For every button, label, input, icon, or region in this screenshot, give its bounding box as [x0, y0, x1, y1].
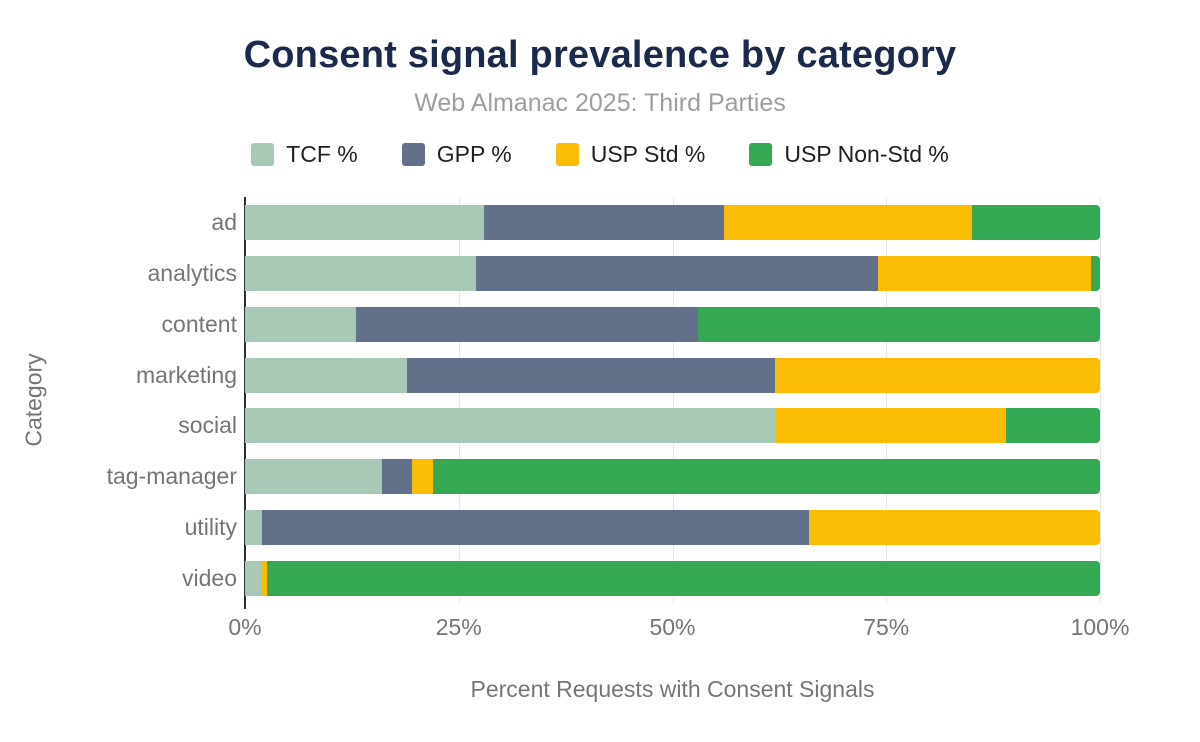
- legend-label: TCF %: [286, 141, 358, 167]
- bar-segment-content-gpp[interactable]: [356, 306, 699, 342]
- bar-row-content: [245, 299, 1100, 350]
- legend: TCF % GPP % USP Std % USP Non-Std %: [0, 141, 1200, 168]
- legend-item-tcf[interactable]: TCF %: [251, 141, 358, 168]
- bar-segment-social-usp-non-std[interactable]: [1005, 408, 1100, 444]
- gridline-50: [672, 197, 674, 604]
- x-tick-label-75: 75%: [863, 614, 910, 640]
- bar-segment-analytics-usp-non-std[interactable]: [1091, 255, 1100, 291]
- bar-segment-ad-usp-std[interactable]: [723, 204, 972, 240]
- legend-item-gpp[interactable]: GPP %: [401, 141, 512, 168]
- bar-segment-tag-manager-usp-non-std[interactable]: [433, 459, 1100, 495]
- bar-row-video: [245, 553, 1100, 604]
- y-axis-line: [244, 197, 246, 609]
- bar-track-utility: [245, 510, 1100, 546]
- bar-segment-utility-tcf[interactable]: [245, 510, 263, 546]
- bar-segment-analytics-tcf[interactable]: [245, 255, 476, 291]
- bar-row-analytics: [245, 248, 1100, 299]
- legend-item-usp-std[interactable]: USP Std %: [555, 141, 706, 168]
- bar-segment-utility-gpp[interactable]: [262, 510, 810, 546]
- bar-segment-social-usp-std[interactable]: [775, 408, 1006, 444]
- x-axis-tick-labels: 0% 25% 50% 75% 100%: [228, 614, 1129, 644]
- bar-track-analytics: [245, 255, 1100, 291]
- bar-segment-content-tcf[interactable]: [245, 306, 357, 342]
- legend-swatch-usp-std: [555, 143, 579, 166]
- bar-track-marketing: [245, 357, 1100, 393]
- bar-track-social: [245, 408, 1100, 444]
- bar-segment-analytics-gpp[interactable]: [475, 255, 878, 291]
- gridline-100: [1100, 197, 1101, 604]
- x-tick-label-100: 100%: [1070, 614, 1130, 640]
- category-label-tag-manager: tag-manager: [106, 463, 237, 490]
- legend-label: GPP %: [436, 141, 512, 167]
- bar-segment-video-usp-std[interactable]: [262, 561, 268, 597]
- bar-row-ad: [245, 197, 1100, 248]
- category-label-content: content: [161, 310, 237, 337]
- legend-item-usp-non-std[interactable]: USP Non-Std %: [749, 141, 949, 168]
- bar-segment-tag-manager-usp-std[interactable]: [411, 459, 434, 495]
- bar-segment-social-tcf[interactable]: [245, 408, 776, 444]
- legend-label: USP Non-Std %: [784, 141, 949, 167]
- plot-area: [244, 197, 1101, 609]
- bar-segment-video-usp-non-std[interactable]: [267, 561, 1100, 597]
- bar-row-tag-manager: [245, 451, 1100, 502]
- y-axis-title: Category: [20, 353, 47, 447]
- y-axis-category-labels: ad analytics content marketing social tag-man…: [0, 197, 237, 604]
- legend-swatch-tcf: [251, 143, 275, 166]
- bar-row-social: [245, 401, 1100, 452]
- bar-track-ad: [245, 204, 1100, 240]
- x-axis-title: Percent Requests with Consent Signals: [470, 676, 875, 702]
- bar-segment-ad-gpp[interactable]: [484, 204, 724, 240]
- x-tick-label-50: 50%: [649, 614, 696, 640]
- bar-track-tag-manager: [245, 459, 1100, 495]
- bar-segment-ad-usp-non-std[interactable]: [971, 204, 1100, 240]
- bar-track-video: [245, 561, 1100, 597]
- bar-track-content: [245, 306, 1100, 342]
- bar-segment-marketing-tcf[interactable]: [245, 357, 408, 393]
- bar-row-utility: [245, 502, 1100, 553]
- category-label-video: video: [182, 565, 237, 592]
- bar-segment-video-tcf[interactable]: [245, 561, 263, 597]
- bar-segment-utility-usp-std[interactable]: [809, 510, 1100, 546]
- gridline-75: [886, 197, 888, 604]
- bar-row-marketing: [245, 350, 1100, 401]
- category-label-marketing: marketing: [136, 361, 237, 388]
- category-label-ad: ad: [211, 208, 237, 235]
- bar-segment-content-usp-non-std[interactable]: [698, 306, 1100, 342]
- bar-segment-marketing-gpp[interactable]: [407, 357, 776, 393]
- category-label-social: social: [178, 412, 237, 439]
- bar-segment-ad-tcf[interactable]: [245, 204, 485, 240]
- legend-label: USP Std %: [590, 141, 706, 167]
- bar-segment-tag-manager-tcf[interactable]: [245, 459, 382, 495]
- bar-segment-analytics-usp-std[interactable]: [877, 255, 1092, 291]
- x-tick-label-0: 0%: [228, 614, 262, 640]
- x-tick-label-25: 25%: [435, 614, 482, 640]
- category-label-analytics: analytics: [147, 259, 237, 286]
- chart-title: Consent signal prevalence by category: [243, 34, 957, 76]
- bar-rows: [245, 197, 1100, 604]
- bar-segment-marketing-usp-std[interactable]: [775, 357, 1100, 393]
- category-label-utility: utility: [184, 514, 237, 541]
- chart-subtitle: Web Almanac 2025: Third Parties: [414, 89, 786, 117]
- bar-segment-tag-manager-gpp[interactable]: [381, 459, 412, 495]
- legend-swatch-gpp: [401, 143, 425, 166]
- gridline-25: [458, 197, 460, 604]
- legend-swatch-usp-non-std: [749, 143, 773, 166]
